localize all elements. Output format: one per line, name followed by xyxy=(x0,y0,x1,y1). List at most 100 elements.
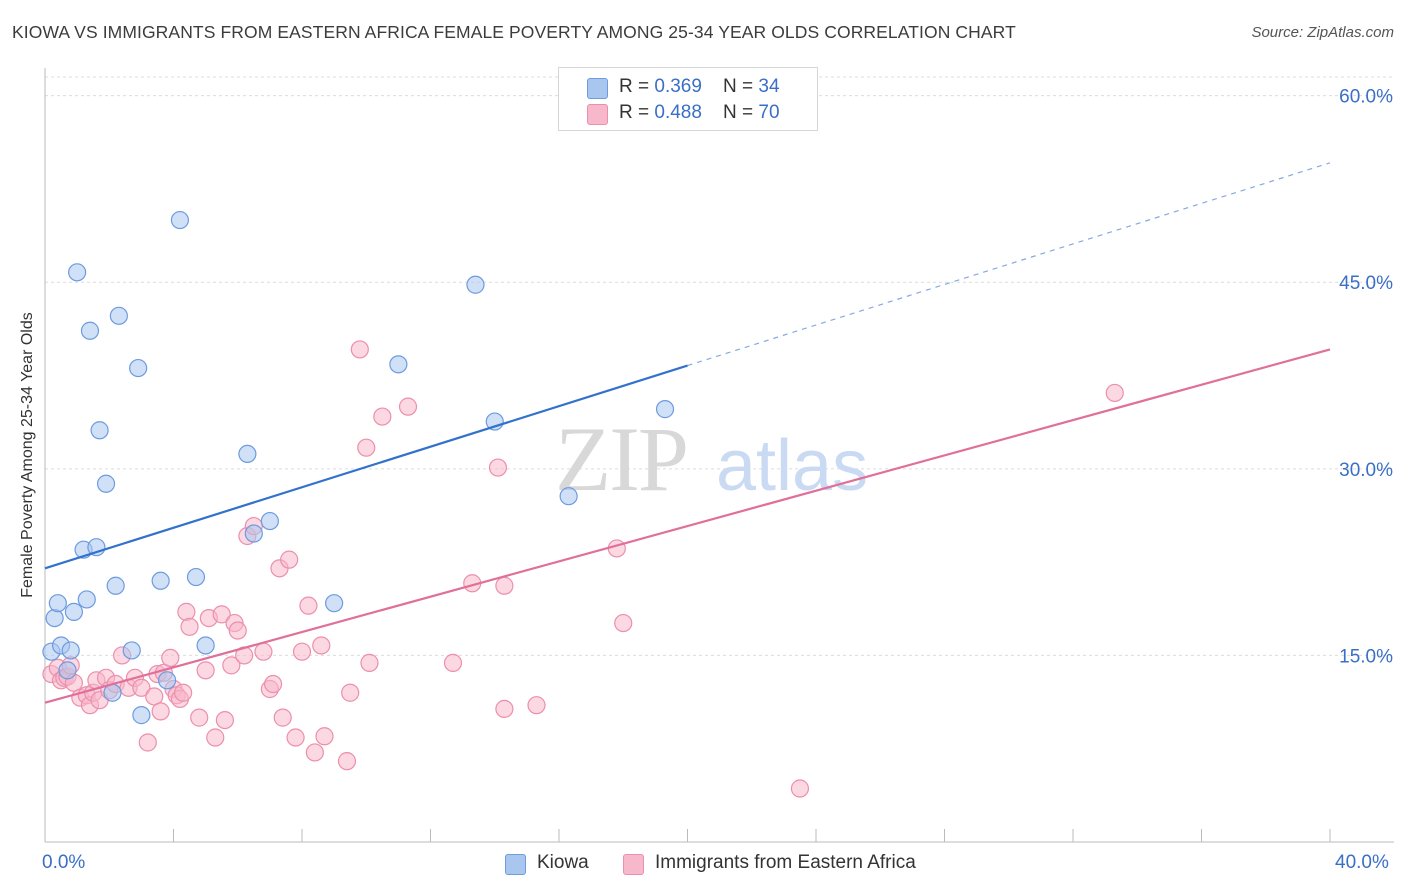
x-tick-label-min: 0.0% xyxy=(42,852,86,873)
y-tick-label: 30.0% xyxy=(1339,460,1393,481)
immigrants-point xyxy=(614,613,633,633)
legend-stats-kiowa: R = 0.369 N = 34 xyxy=(619,76,780,97)
kiowa-point xyxy=(96,474,116,493)
immigrants-point xyxy=(337,752,357,771)
kiowa-point xyxy=(244,524,263,543)
immigrants-point xyxy=(350,340,369,359)
immigrants-point xyxy=(299,596,318,615)
legend-bottom-label-immigrants: Immigrants from Eastern Africa xyxy=(655,852,916,873)
immigrants-point xyxy=(138,733,157,752)
kiowa-point xyxy=(260,511,279,531)
immigrants-point xyxy=(254,642,273,661)
watermark-atlas: atlas xyxy=(716,426,868,506)
kiowa-point xyxy=(132,706,151,725)
chart-title: KIOWA VS IMMIGRANTS FROM EASTERN AFRICA … xyxy=(12,22,1016,42)
kiowa-trend-line xyxy=(44,364,688,570)
y-tick-labels: 15.0% 30.0% 45.0% 60.0% xyxy=(1339,87,1393,668)
legend-top: R = 0.369 N = 34 R = 0.488 N = 70 xyxy=(558,67,818,131)
immigrants-point xyxy=(196,661,215,680)
kiowa-point xyxy=(48,594,67,613)
kiowa-point xyxy=(196,636,215,655)
kiowa-r-value: 0.369 xyxy=(654,76,702,97)
trend-lines xyxy=(44,162,1331,704)
kiowa-point xyxy=(64,602,84,621)
immigrants-point xyxy=(273,708,292,727)
kiowa-point xyxy=(129,358,148,378)
axes xyxy=(44,68,1394,843)
y-tick-label: 15.0% xyxy=(1339,646,1393,667)
immigrants-point xyxy=(790,779,810,798)
immigrants-point xyxy=(360,653,379,672)
kiowa-point xyxy=(389,355,408,374)
kiowa-point xyxy=(77,590,96,609)
gridlines xyxy=(45,76,1394,656)
legend-stats-immigrants: R = 0.488 N = 70 xyxy=(619,102,780,123)
immigrants-point xyxy=(527,696,546,715)
immigrants-point xyxy=(488,458,508,477)
kiowa-point xyxy=(68,263,87,282)
kiowa-point xyxy=(559,487,578,506)
immigrants-point xyxy=(357,438,376,457)
legend-bottom-swatch-kiowa xyxy=(505,854,526,875)
kiowa-point xyxy=(109,306,128,325)
immigrants-point xyxy=(315,727,334,746)
kiowa-point xyxy=(122,641,141,660)
immigrants-point xyxy=(286,728,305,747)
immigrants-point xyxy=(222,656,241,675)
immigrants-point xyxy=(263,674,283,694)
immigrants-point xyxy=(180,617,199,636)
kiowa-point xyxy=(466,275,485,294)
kiowa-point xyxy=(106,576,125,595)
kiowa-point xyxy=(61,641,80,660)
immigrants-point xyxy=(607,539,626,558)
immigrants-point xyxy=(174,683,193,702)
immigrants-point xyxy=(443,653,463,672)
immigrants-point xyxy=(212,605,231,624)
immigrants-point xyxy=(190,708,209,727)
kiowa-n-value: 34 xyxy=(758,76,780,97)
kiowa-trend-extension xyxy=(687,162,1331,367)
immigrants-point xyxy=(495,576,514,595)
immigrants-point xyxy=(495,699,514,719)
immigrants-point xyxy=(206,728,225,747)
immigrants-n-value: 70 xyxy=(758,102,780,123)
immigrants-point xyxy=(292,642,312,661)
kiowa-point xyxy=(151,571,170,590)
y-axis-label: Female Poverty Among 25-34 Year Olds xyxy=(19,312,36,598)
immigrants-point xyxy=(151,702,170,721)
kiowa-point xyxy=(325,594,344,613)
kiowa-point xyxy=(186,567,206,587)
immigrants-point xyxy=(161,648,180,668)
immigrants-point xyxy=(215,710,234,730)
immigrants-point xyxy=(312,636,331,655)
kiowa-point xyxy=(80,321,100,340)
immigrants-point xyxy=(228,621,247,640)
kiowa-point xyxy=(157,671,177,690)
immigrants-points xyxy=(42,340,1124,798)
kiowa-point xyxy=(45,608,64,628)
immigrants-point xyxy=(373,407,392,426)
legend-bottom-label-kiowa: Kiowa xyxy=(537,852,589,873)
kiowa-point xyxy=(655,400,675,419)
legend-bottom-swatch-immigrants xyxy=(623,854,644,875)
watermark: ZIP atlas xyxy=(555,408,868,510)
kiowa-point xyxy=(238,444,257,464)
legend-swatch-immigrants xyxy=(587,104,608,125)
immigrants-point xyxy=(398,397,418,416)
immigrants-trend-line xyxy=(44,348,1331,704)
legend-swatch-kiowa xyxy=(587,78,608,99)
source-label: Source: ZipAtlas.com xyxy=(1251,24,1394,41)
x-tick-label-max: 40.0% xyxy=(1335,852,1389,873)
immigrants-point xyxy=(177,602,196,621)
y-tick-label: 45.0% xyxy=(1339,273,1393,294)
kiowa-point xyxy=(90,421,109,440)
y-tick-label: 60.0% xyxy=(1339,87,1393,108)
immigrants-point xyxy=(132,678,151,697)
immigrants-r-value: 0.488 xyxy=(654,102,702,123)
immigrants-point xyxy=(1105,383,1124,403)
immigrants-point xyxy=(305,743,324,762)
watermark-zip: ZIP xyxy=(555,408,687,510)
kiowa-point xyxy=(58,661,77,680)
kiowa-point xyxy=(170,210,190,230)
